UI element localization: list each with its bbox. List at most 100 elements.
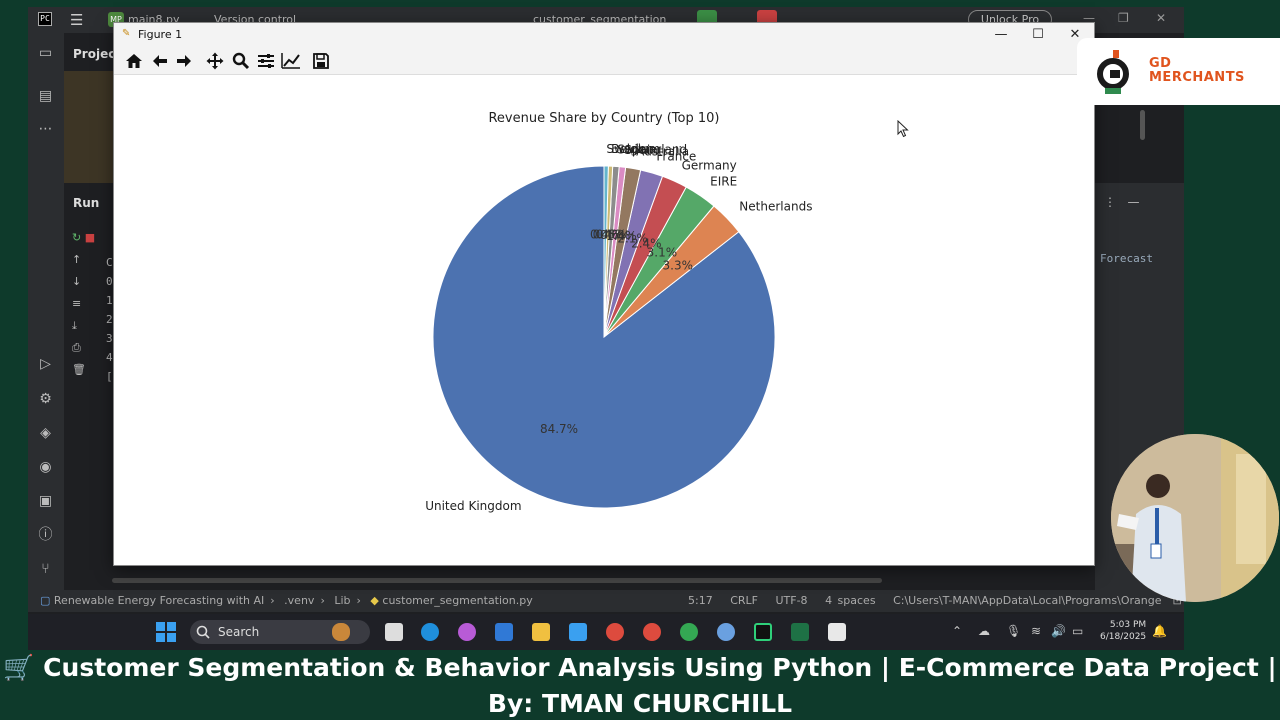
git-icon[interactable]: ⑂ xyxy=(41,561,50,577)
panel-options-icon[interactable]: ⋮ — xyxy=(1104,195,1140,209)
figure-minimize-icon[interactable]: — xyxy=(994,27,1008,42)
forward-arrow-icon[interactable] xyxy=(173,50,195,72)
copilot-icon[interactable] xyxy=(458,623,476,641)
packages-icon[interactable]: ◈ xyxy=(40,425,51,441)
edit-axis-icon[interactable] xyxy=(280,50,302,72)
brand-name: GD MERCHANTS xyxy=(1149,57,1245,85)
pie-percent-label: 2.1% xyxy=(617,231,648,245)
ide-maximize-icon[interactable]: ❐ xyxy=(1118,11,1129,25)
figure-close-icon[interactable]: ✕ xyxy=(1069,27,1081,42)
pie-percent-label: 1.4% xyxy=(606,229,637,243)
battery-icon[interactable]: ▭ xyxy=(1072,624,1084,638)
taskbar-search-label: Search xyxy=(218,625,260,639)
wifi-icon[interactable]: ≋ xyxy=(1031,624,1042,638)
more-icon[interactable]: ⋯ xyxy=(38,121,53,137)
chevron-right-icon: › xyxy=(270,594,275,607)
save-icon[interactable] xyxy=(310,50,332,72)
folder-icon[interactable]: ▭ xyxy=(38,45,53,61)
configure-subplots-icon[interactable] xyxy=(255,50,277,72)
horizontal-scrollbar[interactable] xyxy=(112,578,882,583)
pie-slice-label: Netherlands xyxy=(739,199,812,213)
notepad-icon[interactable] xyxy=(569,623,587,641)
indent-setting[interactable]: 4 spaces xyxy=(825,594,876,607)
up-icon[interactable]: ↑ xyxy=(72,253,82,266)
run-tool-icon[interactable]: ▷ xyxy=(40,356,51,372)
chevron-right-icon: › xyxy=(320,594,325,607)
console-line: 0 xyxy=(106,275,113,288)
down-icon[interactable]: ↓ xyxy=(72,275,82,288)
task-view-icon[interactable] xyxy=(385,623,403,641)
run-tool-tab[interactable]: Run xyxy=(73,196,100,210)
console-line: 4 xyxy=(106,351,113,364)
ide-minimize-icon[interactable]: — xyxy=(1083,11,1095,25)
console-line: [ xyxy=(106,370,113,383)
cloud-icon[interactable]: ☁ xyxy=(978,624,990,638)
ide-close-icon[interactable]: ✕ xyxy=(1156,11,1167,25)
breadcrumb-item[interactable]: .venv xyxy=(284,594,315,607)
brand-logo: GD MERCHANTS xyxy=(1077,38,1280,105)
lock-icon[interactable]: ⊡ xyxy=(1166,594,1182,607)
console-line: 2 xyxy=(106,313,113,326)
pie-percent-label: 0.6% xyxy=(600,228,631,242)
microphone-icon[interactable]: 🎙 xyxy=(1006,624,1022,638)
r-studio-icon[interactable] xyxy=(717,623,735,641)
snipping-tool-icon[interactable] xyxy=(828,623,846,641)
video-caption: 🛒 Customer Segmentation & Behavior Analy… xyxy=(0,650,1280,720)
home-icon[interactable] xyxy=(123,50,145,72)
wrap-icon[interactable]: ≡ xyxy=(72,297,82,310)
breadcrumb-item[interactable]: Lib xyxy=(334,594,351,607)
windows-taskbar: Search ⌃ ☁ 🎙 ≋ 🔊 ▭ 5:03 PM 6/18/2025 🔔 xyxy=(28,614,1184,650)
chart-title: Revenue Share by Country (Top 10) xyxy=(488,111,719,126)
services-icon[interactable]: ◉ xyxy=(39,459,52,475)
volume-icon[interactable]: 🔊 xyxy=(1051,624,1066,638)
pie-percent-label: 3.3% xyxy=(663,259,694,273)
store-icon[interactable] xyxy=(495,623,513,641)
windows-start-icon[interactable] xyxy=(156,622,176,642)
breadcrumb-item[interactable]: customer_segmentation.py xyxy=(382,594,533,607)
scroll-end-icon[interactable]: ⤓ xyxy=(72,319,77,332)
pan-icon[interactable] xyxy=(204,50,226,72)
back-arrow-icon[interactable] xyxy=(149,50,171,72)
trash-icon[interactable]: 🗑 xyxy=(72,363,86,376)
chevron-up-icon[interactable]: ⌃ xyxy=(952,624,963,638)
interpreter-path[interactable]: C:\Users\T-MAN\AppData\Local\Programs\Or… xyxy=(893,594,1162,607)
pie-slice-label: United Kingdom xyxy=(425,499,521,513)
pie-percent-label: 0.6% xyxy=(596,228,627,242)
print-icon[interactable]: ⎙ xyxy=(72,341,81,354)
file-explorer-icon[interactable] xyxy=(532,623,550,641)
problems-icon[interactable]: ⓘ xyxy=(38,527,53,543)
edge-icon[interactable] xyxy=(421,623,439,641)
breadcrumb: ▢ Renewable Energy Forecasting with AI › … xyxy=(40,594,533,607)
structure-icon[interactable]: ▤ xyxy=(38,88,53,104)
rerun-icon[interactable]: ↻ ■ xyxy=(72,231,96,244)
figure-maximize-icon[interactable]: ☐ xyxy=(1032,27,1044,42)
editor-text-fragment: Forecast xyxy=(1100,252,1153,265)
pie-percent-label: 0.4% xyxy=(590,227,621,241)
line-ending[interactable]: CRLF xyxy=(730,594,758,607)
pie-percent-label: 0.4% xyxy=(593,227,624,241)
zoom-icon[interactable] xyxy=(230,50,252,72)
pie-chart: Revenue Share by Country (Top 10) United… xyxy=(425,111,812,513)
notification-icon[interactable]: 🔔 xyxy=(1152,624,1167,638)
pie-percent-label: 2.4% xyxy=(631,237,662,251)
chrome-profile-icon[interactable] xyxy=(643,623,661,641)
pycharm-taskbar-icon[interactable] xyxy=(754,623,772,641)
status-bar: ▢ Renewable Energy Forecasting with AI › … xyxy=(28,590,1184,612)
python-console-icon[interactable]: ⚙ xyxy=(39,391,52,407)
chrome-alt-icon[interactable] xyxy=(680,623,698,641)
vertical-scrollbar[interactable] xyxy=(1140,110,1145,140)
hamburger-menu-icon[interactable]: ☰ xyxy=(70,11,84,29)
terminal-icon[interactable]: ▣ xyxy=(38,493,53,509)
pie-slice-label: Spain xyxy=(624,143,658,157)
project-tool-tab[interactable]: Project xyxy=(73,47,122,61)
python-file-icon: ◆ xyxy=(370,594,379,607)
chevron-right-icon: › xyxy=(356,594,361,607)
breadcrumb-item[interactable]: Renewable Energy Forecasting with AI xyxy=(53,594,265,607)
excel-icon[interactable] xyxy=(791,623,809,641)
taskbar-clock[interactable]: 5:03 PM 6/18/2025 xyxy=(1100,619,1146,643)
file-encoding[interactable]: UTF-8 xyxy=(775,594,808,607)
project-panel xyxy=(64,71,114,183)
cursor-position[interactable]: 5:17 xyxy=(688,594,713,607)
console-line: C xyxy=(106,256,113,269)
chrome-icon[interactable] xyxy=(606,623,624,641)
